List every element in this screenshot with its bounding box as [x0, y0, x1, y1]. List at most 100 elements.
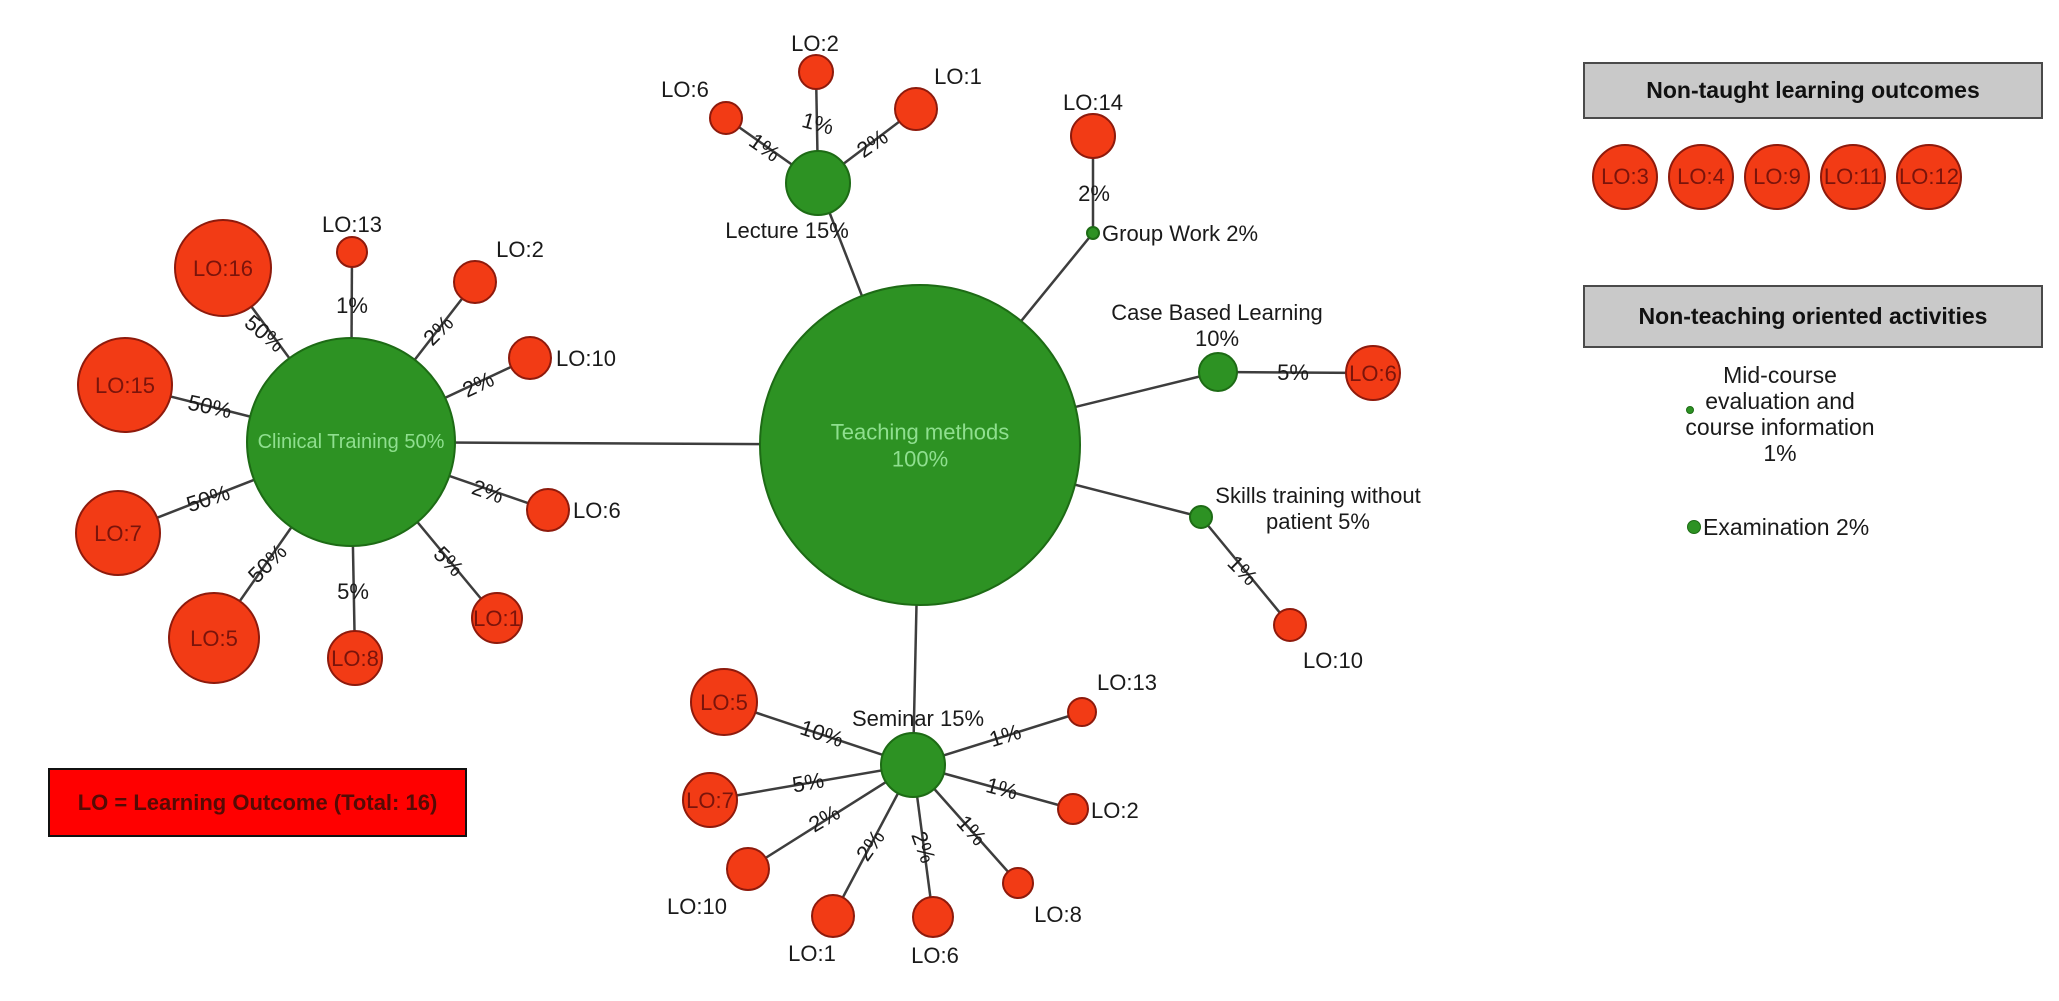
- edge-label-clinical-cli-lo6: 2%: [469, 474, 507, 508]
- node-lec-lo2: [798, 54, 834, 90]
- non-taught-outcome-lo3: LO:3: [1592, 144, 1658, 210]
- node-label-cbl: Case Based Learning 10%: [1111, 300, 1323, 351]
- panel-non-taught-title: Non-taught learning outcomes: [1646, 77, 1980, 103]
- non-taught-outcome-lo12: LO:12: [1896, 144, 1962, 210]
- node-skills: [1189, 505, 1213, 529]
- edge-label-lecture-lec-lo2: 1%: [799, 107, 836, 139]
- node-cli-lo7: [75, 490, 161, 576]
- edge-label-seminar-sem-lo2: 1%: [983, 772, 1020, 804]
- edge-skills-skills-lo10: [1200, 516, 1291, 626]
- node-lec-lo6: [709, 101, 743, 135]
- node-label-cli-lo15: LO:15: [95, 373, 155, 398]
- edge-label-seminar-sem-lo13: 1%: [986, 718, 1024, 751]
- node-sem-lo2: [1057, 793, 1089, 825]
- node-sem-lo1: [811, 894, 855, 938]
- node-lo14: [1070, 113, 1116, 159]
- node-label-cli-lo8: LO:8: [331, 646, 379, 671]
- node-cli-lo1: [471, 592, 523, 644]
- edge-label-seminar-sem-lo7: 5%: [790, 767, 826, 797]
- edge-label-lecture-lec-lo6: 1%: [745, 128, 785, 167]
- node-sem-lo8: [1002, 867, 1034, 899]
- node-sem-lo7: [682, 772, 738, 828]
- edge-seminar-sem-lo7: [709, 763, 914, 802]
- node-label-cli-lo10: LO:10: [556, 346, 616, 371]
- node-sem-lo5: [690, 668, 758, 736]
- node-label-cli-lo2: LO:2: [496, 237, 544, 262]
- node-label-lec-lo1: LO:1: [934, 64, 982, 89]
- node-clinical: [246, 337, 456, 547]
- node-cbl-lo6: [1345, 345, 1401, 401]
- edge-label-groupwork-lo14: 2%: [1078, 181, 1110, 206]
- node-cli-lo13: [336, 236, 368, 268]
- node-label-sem-lo6: LO:6: [911, 943, 959, 968]
- node-label-sem-lo10: LO:10: [667, 894, 727, 919]
- non-taught-outcome-lo4: LO:4: [1668, 144, 1734, 210]
- node-cli-lo10: [508, 336, 552, 380]
- edge-label-seminar-sem-lo6: 2%: [907, 828, 941, 866]
- node-label-cli-lo5: LO:5: [190, 626, 238, 651]
- node-cli-lo5: [168, 592, 260, 684]
- lo-note-text: LO = Learning Outcome (Total: 16): [77, 789, 438, 815]
- node-label-lecture: Lecture 15%: [725, 218, 849, 243]
- node-label-cli-lo6: LO:6: [573, 498, 621, 523]
- node-label-sem-lo1: LO:1: [788, 941, 836, 966]
- node-label-skills: Skills training without patient 5%: [1215, 483, 1420, 534]
- node-label-clinical: Clinical Training 50%: [258, 431, 445, 453]
- edge-label-clinical-cli-lo5: 50%: [243, 539, 292, 588]
- edge-label-clinical-cli-lo7: 50%: [183, 479, 233, 516]
- node-label-cbl-lo6: LO:6: [1349, 361, 1397, 386]
- node-label-lec-lo6: LO:6: [661, 77, 709, 102]
- non-taught-outcome-lo11: LO:11: [1820, 144, 1886, 210]
- mid-course-activity-label: Mid-course evaluation and course informa…: [1685, 362, 1875, 466]
- edge-label-clinical-cli-lo10: 2%: [458, 366, 497, 402]
- panel-non-teaching-title: Non-teaching oriented activities: [1638, 303, 1988, 329]
- node-teaching: [759, 284, 1081, 606]
- panel-non-taught: Non-taught learning outcomes: [1583, 62, 2043, 119]
- lo-note-box: LO = Learning Outcome (Total: 16): [48, 768, 467, 837]
- edge-label-seminar-sem-lo5: 10%: [797, 714, 847, 751]
- node-label-lec-lo2: LO:2: [791, 31, 839, 56]
- node-seminar: [880, 732, 946, 798]
- edge-label-cbl-cbl-lo6: 5%: [1277, 360, 1309, 385]
- node-label-teaching: Teaching methods 100%: [831, 419, 1010, 471]
- node-label-sem-lo5: LO:5: [700, 690, 748, 715]
- node-label-cli-lo1: LO:1: [473, 606, 521, 631]
- node-lec-lo1: [894, 87, 938, 131]
- mid-course-dot-icon: [1686, 406, 1694, 414]
- node-label-seminar: Seminar 15%: [852, 706, 984, 731]
- node-cbl: [1198, 352, 1238, 392]
- node-label-sem-lo13: LO:13: [1097, 670, 1157, 695]
- node-label-sem-lo7: LO:7: [686, 788, 734, 813]
- node-groupwork: [1086, 226, 1100, 240]
- edge-label-clinical-cli-lo2: 2%: [418, 310, 458, 350]
- node-lecture: [785, 150, 851, 216]
- edge-label-lecture-lec-lo1: 2%: [852, 124, 892, 163]
- node-sem-lo6: [912, 896, 954, 938]
- edge-label-clinical-cli-lo8: 5%: [337, 579, 369, 604]
- node-sem-lo10: [726, 847, 770, 891]
- edge-label-clinical-cli-lo1: 5%: [429, 541, 469, 581]
- node-cli-lo6: [526, 488, 570, 532]
- node-cli-lo2: [453, 260, 497, 304]
- node-label-cli-lo7: LO:7: [94, 521, 142, 546]
- panel-non-teaching: Non-teaching oriented activities: [1583, 285, 2043, 348]
- node-cli-lo8: [327, 630, 383, 686]
- node-label-lo14: LO:14: [1063, 90, 1123, 115]
- node-sem-lo13: [1067, 697, 1097, 727]
- examination-dot-icon: [1687, 520, 1701, 534]
- node-cli-lo16: [174, 219, 272, 317]
- node-label-groupwork: Group Work 2%: [1102, 221, 1258, 246]
- edge-label-clinical-cli-lo15: 50%: [186, 389, 234, 423]
- node-label-sem-lo8: LO:8: [1034, 902, 1082, 927]
- non-taught-outcome-lo9: LO:9: [1744, 144, 1810, 210]
- node-cli-lo15: [77, 337, 173, 433]
- node-skills-lo10: [1273, 608, 1307, 642]
- node-label-cli-lo13: LO:13: [322, 212, 382, 237]
- node-label-cli-lo16: LO:16: [193, 256, 253, 281]
- edge-label-seminar-sem-lo1: 2%: [851, 825, 890, 865]
- node-label-skills-lo10: LO:10: [1303, 648, 1363, 673]
- examination-activity-label: Examination 2%: [1703, 514, 1870, 540]
- node-label-sem-lo2: LO:2: [1091, 798, 1139, 823]
